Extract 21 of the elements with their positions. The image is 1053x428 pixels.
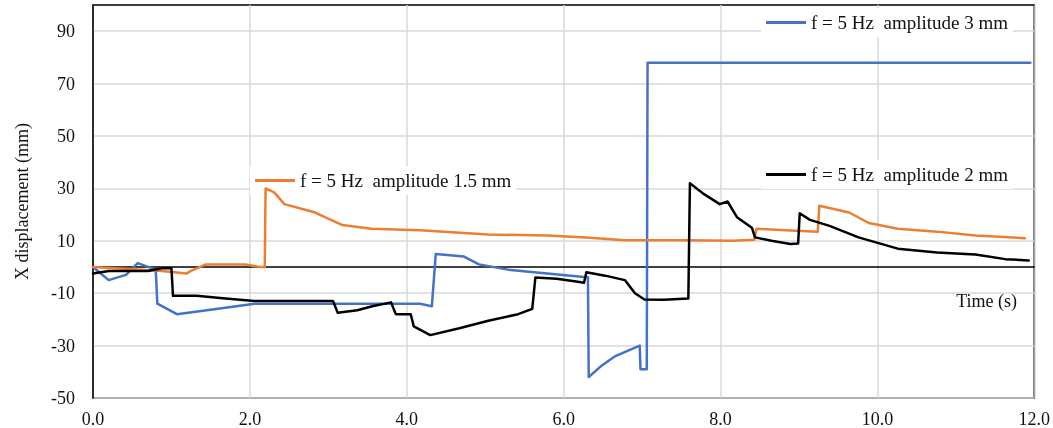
legend-label: f = 5 Hz amplitude 2 mm [811,164,1009,185]
y-tick-label: 10 [57,230,75,251]
x-tick-label: 2.0 [238,409,262,428]
x-tick-label: 8.0 [709,409,732,428]
line-series [91,61,1032,379]
y-tick-label: 30 [57,178,75,199]
x-tick-label: 0.0 [81,409,105,428]
y-axis-title: X displacement (mm) [12,123,33,280]
y-tick-label: -50 [51,388,75,408]
x-tick-label: 6.0 [552,409,575,428]
y-tick-label: -30 [51,335,75,356]
x-tick-label: 10.0 [861,409,894,428]
x-tick-label: 4.0 [395,409,418,428]
legend-label: f = 5 Hz amplitude 1.5 mm [300,170,512,191]
x-tick-label: 12.0 [1018,409,1050,428]
legend-label: f = 5 Hz amplitude 3 mm [811,12,1009,33]
x-axis-title: Time (s) [956,291,1018,312]
y-tick-label: 90 [57,21,75,42]
y-tick-label: 50 [57,126,75,146]
y-tick-label: 70 [57,73,75,94]
y-tick-label: -10 [51,283,75,304]
